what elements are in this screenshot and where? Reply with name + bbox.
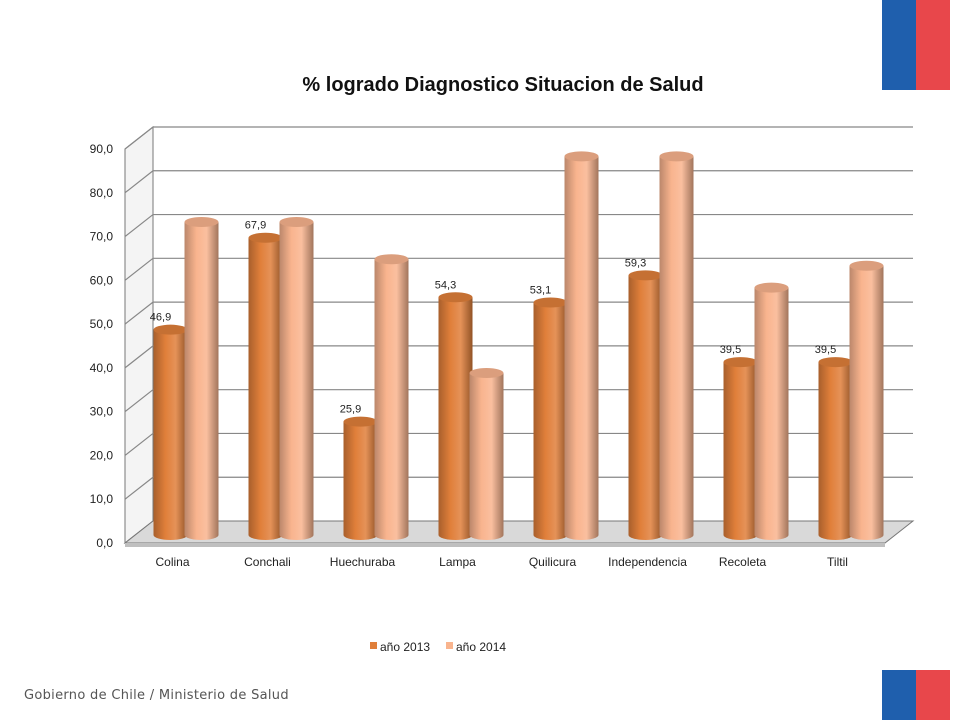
gridline [124, 257, 913, 281]
data-label: 67,9 [245, 220, 266, 232]
footer-text: Gobierno de Chile / Ministerio de Salud [24, 688, 289, 703]
bar-top-2013 [153, 324, 188, 335]
chart-floor [123, 520, 915, 544]
x-category-label: Quilicura [529, 555, 577, 569]
bar-top-2014 [659, 151, 694, 162]
y-tick-label: 0,0 [96, 536, 113, 550]
data-label: 46,9 [150, 312, 171, 324]
bar-2014 [279, 221, 314, 540]
y-tick-label: 70,0 [90, 230, 114, 244]
chart-labels: 46,9 Colina 67,9 Conchali 25,9 Huechuraba 54,3… [150, 220, 848, 569]
bar-2013 [533, 302, 568, 540]
data-label: 39,5 [815, 344, 836, 356]
bar-2014 [564, 156, 599, 541]
x-category-label: Independencia [608, 555, 687, 569]
x-category-label: Lampa [439, 555, 476, 569]
bar-2013 [628, 275, 663, 540]
bar-2013 [248, 237, 283, 540]
bar-top-2013 [533, 297, 568, 308]
flag-blue-stripe [882, 670, 916, 720]
bar-2014 [374, 259, 409, 540]
gridline [124, 345, 913, 369]
gridline [124, 126, 913, 150]
gridline [124, 301, 913, 325]
bar-2013 [818, 362, 853, 540]
bar-2013 [153, 329, 188, 540]
flag-red-stripe [916, 0, 950, 90]
data-label: 53,1 [530, 285, 551, 297]
y-tick-label: 20,0 [90, 448, 114, 462]
y-tick-label: 10,0 [90, 492, 114, 506]
x-category-label: Recoleta [719, 555, 767, 569]
legend-swatch-2013 [370, 642, 377, 649]
x-category-label: Colina [155, 555, 189, 569]
gridline [124, 213, 913, 238]
bar-top-2014 [754, 282, 789, 293]
chart-floor-edge [125, 543, 885, 547]
x-category-label: Conchali [244, 555, 291, 569]
bar-top-2013 [628, 270, 663, 281]
y-tick-label: 50,0 [90, 317, 114, 331]
x-category-label: Huechuraba [330, 555, 396, 569]
bar-top-2013 [248, 232, 283, 243]
legend-label: año 2013 [380, 640, 430, 654]
y-tick-label: 30,0 [90, 405, 114, 419]
chart-title: % logrado Diagnostico Situacion de Salud [302, 74, 703, 96]
gridline [124, 170, 913, 194]
bar-top-2013 [723, 357, 758, 368]
bar-2014 [754, 287, 789, 540]
bar-top-2014 [279, 216, 314, 227]
chile-flag-bottom [882, 670, 950, 720]
y-tick-label: 80,0 [90, 186, 114, 200]
bar-top-2014 [564, 151, 599, 162]
bar-top-2013 [818, 357, 853, 368]
bar-top-2014 [374, 254, 409, 265]
data-label: 54,3 [435, 279, 456, 291]
data-label: 25,9 [340, 404, 361, 416]
bar-top-2014 [849, 260, 884, 271]
y-tick-label: 40,0 [90, 361, 114, 375]
legend-swatch-2014 [446, 642, 453, 649]
bar-top-2014 [184, 216, 219, 227]
bar-2014 [849, 265, 884, 540]
bar-2014 [184, 221, 219, 540]
flag-red-stripe [916, 670, 950, 720]
legend-label: año 2014 [456, 640, 506, 654]
bar-2014 [659, 156, 694, 541]
bar-2013 [438, 297, 473, 540]
x-category-label: Tiltil [827, 555, 848, 569]
chart-legend: año 2013 año 2014 [370, 640, 506, 654]
data-label: 59,3 [625, 257, 646, 269]
chart-bars [153, 151, 884, 541]
gridline [124, 389, 913, 413]
bar-2014 [469, 373, 504, 540]
y-tick-label: 60,0 [90, 273, 114, 287]
gridline [124, 432, 913, 456]
chile-flag-top [882, 0, 950, 90]
bar-top-2013 [438, 292, 473, 303]
flag-blue-stripe [882, 0, 916, 90]
bar-2013 [723, 362, 758, 540]
gridline [124, 476, 913, 500]
bar-2013 [343, 421, 378, 540]
y-tick-label: 90,0 [90, 142, 114, 156]
data-label: 39,5 [720, 344, 741, 356]
bar-top-2014 [469, 368, 504, 379]
bar-top-2013 [343, 416, 378, 427]
